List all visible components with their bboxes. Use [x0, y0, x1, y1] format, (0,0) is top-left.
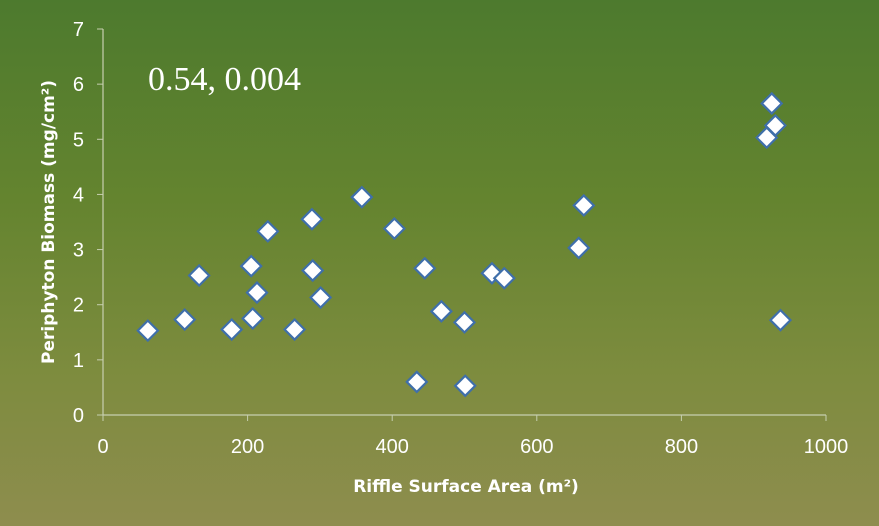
data-point-marker	[283, 317, 307, 342]
x-tick-label: 200	[231, 436, 264, 458]
y-tick-label: 6	[73, 74, 84, 96]
data-point-marker	[350, 185, 374, 209]
data-point-marker	[492, 266, 516, 290]
y-tick-label: 2	[73, 295, 84, 317]
data-point-marker	[239, 254, 263, 278]
data-point-marker	[300, 207, 324, 231]
data-point-marker	[572, 193, 596, 218]
data-point-marker	[309, 285, 333, 310]
y-tick-label: 1	[73, 350, 84, 372]
data-point-marker	[567, 236, 591, 260]
axes: 0 1 2 3 4 5 6 7 0 200 400 600 800 1000	[73, 19, 848, 458]
data-point-marker	[241, 306, 265, 331]
data-point-marker	[187, 263, 211, 288]
data-point-marker	[136, 319, 160, 343]
x-axis-title: Riffle Surface Area (m²)	[353, 477, 579, 497]
data-point-marker	[245, 281, 269, 305]
y-tick-label: 4	[73, 184, 84, 206]
x-tick-label: 600	[520, 436, 553, 458]
y-tick-label: 0	[73, 405, 84, 427]
y-tick-label: 3	[73, 240, 84, 262]
annotation-label: 0.54, 0.004	[148, 61, 301, 98]
data-point-marker	[429, 299, 453, 323]
data-point-marker	[760, 91, 784, 115]
data-point-marker	[256, 219, 280, 243]
data-point-marker	[452, 310, 477, 334]
data-point-marker	[382, 217, 406, 241]
x-axis-ticks: 0 200 400 600 800 1000	[97, 415, 848, 458]
data-point-marker	[453, 374, 477, 398]
x-tick-label: 0	[97, 436, 108, 458]
data-point-marker	[763, 113, 787, 138]
y-axis-title: Periphyton Biomass (mg/cm²)	[39, 80, 59, 364]
y-tick-label: 7	[73, 19, 84, 41]
data-point-marker	[220, 317, 244, 342]
y-tick-label: 5	[73, 129, 84, 151]
x-tick-label: 400	[376, 436, 409, 458]
data-point-marker	[301, 258, 325, 283]
x-tick-label: 800	[665, 436, 698, 458]
data-points	[136, 91, 793, 398]
data-point-marker	[173, 308, 197, 332]
x-tick-label: 1000	[804, 436, 849, 458]
data-point-marker	[413, 256, 437, 280]
data-point-marker	[768, 308, 793, 332]
y-axis-ticks: 0 1 2 3 4 5 6 7	[73, 19, 103, 427]
data-point-marker	[405, 370, 429, 394]
